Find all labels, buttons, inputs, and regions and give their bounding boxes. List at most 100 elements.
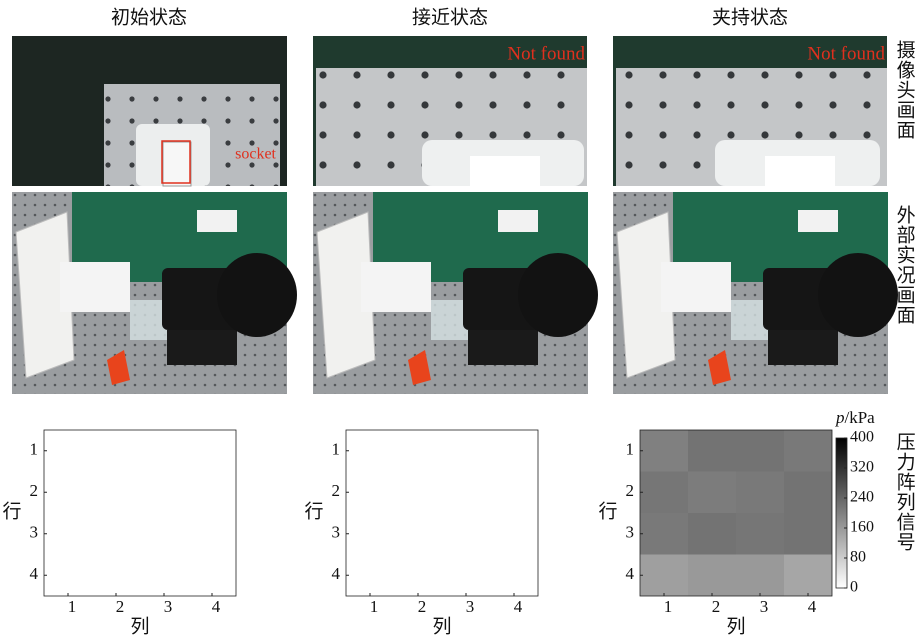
heatmap-cell	[188, 472, 236, 514]
heatmap-cell	[140, 513, 188, 555]
heatmap-cell	[640, 430, 688, 472]
colorbar-tick-label: 320	[850, 459, 874, 476]
heatmap-cell	[736, 472, 784, 514]
heatmap-cell	[92, 513, 140, 555]
heatmap-cell	[442, 555, 490, 597]
heatmap-cell	[442, 513, 490, 555]
y-tick-label: 2	[30, 481, 39, 500]
y-tick-label: 1	[626, 440, 635, 459]
x-axis-label: 列	[726, 615, 745, 637]
colorbar	[836, 438, 847, 588]
x-tick-label: 4	[514, 597, 523, 616]
colorbar-symbol: p	[835, 408, 845, 427]
camera-photo-1	[12, 36, 287, 186]
heatmap-cell	[736, 430, 784, 472]
y-tick-label: 2	[626, 481, 635, 500]
heatmap-cell	[490, 513, 538, 555]
colorbar-tick-label: 160	[850, 519, 874, 536]
colorbar-label: p/kPa	[835, 408, 875, 427]
annotation: Not found	[807, 43, 885, 64]
heatmap-cell	[188, 555, 236, 597]
motor	[818, 253, 898, 337]
y-tick-label: 3	[332, 523, 341, 542]
heatmap-cell	[688, 430, 736, 472]
heatmap-cell	[44, 555, 92, 597]
heatmap-cell	[784, 472, 832, 514]
row-label: 外部实况画面	[894, 205, 916, 325]
y-tick-label: 2	[332, 481, 341, 500]
colorbar-unit: /kPa	[845, 408, 876, 427]
heatmap-cell	[736, 555, 784, 597]
heatmap-cell	[394, 430, 442, 472]
y-axis-label: 行	[598, 500, 617, 522]
colorbar-tick-label: 400	[850, 429, 874, 446]
motor	[518, 253, 598, 337]
column-title: 接近状态	[412, 6, 488, 28]
heatmap-cell	[490, 430, 538, 472]
heatmap-cell	[346, 513, 394, 555]
x-tick-label: 2	[418, 597, 427, 616]
heatmap-cell	[736, 513, 784, 555]
y-tick-label: 3	[626, 523, 635, 542]
socket	[60, 262, 130, 312]
x-axis-label: 列	[432, 615, 451, 637]
y-axis-label: 行	[2, 500, 21, 522]
y-tick-label: 3	[30, 523, 39, 542]
heatmap-cell	[346, 430, 394, 472]
x-tick-label: 3	[760, 597, 769, 616]
heatmap-cell	[188, 513, 236, 555]
y-tick-label: 4	[626, 564, 635, 583]
heatmap-cell	[92, 430, 140, 472]
x-tick-label: 3	[466, 597, 475, 616]
heatmap-cell	[346, 555, 394, 597]
heatmap-cell	[640, 555, 688, 597]
heatmap-cell	[92, 472, 140, 514]
heatmap-cell	[442, 430, 490, 472]
page: 初始状态接近状态夹持状态socketNot foundNot found摄像头画…	[0, 0, 917, 637]
socket	[361, 262, 431, 312]
heatmap-cell	[640, 472, 688, 514]
y-axis-label: 行	[304, 500, 323, 522]
motor	[217, 253, 297, 337]
heatmap-cell	[394, 513, 442, 555]
x-tick-label: 1	[68, 597, 77, 616]
x-tick-label: 2	[712, 597, 721, 616]
external-photos	[12, 192, 898, 394]
x-tick-label: 4	[808, 597, 817, 616]
heatmap-cell	[688, 555, 736, 597]
heatmap-cell	[44, 430, 92, 472]
sensor	[498, 210, 538, 232]
heatmap-cell	[490, 472, 538, 514]
heatmap-cell	[490, 555, 538, 597]
x-tick-label: 3	[164, 597, 173, 616]
row-label: 压力阵列信号	[894, 432, 916, 552]
heatmap-cell	[394, 472, 442, 514]
x-tick-label: 1	[370, 597, 379, 616]
annotation: socket	[235, 146, 276, 163]
x-tick-label: 1	[664, 597, 673, 616]
annotation: Not found	[507, 43, 585, 64]
colorbar-tick-label: 240	[850, 489, 874, 506]
row-label: 摄像头画面	[894, 40, 916, 140]
gripper-base	[768, 330, 838, 365]
heatmap-cell	[442, 472, 490, 514]
heatmap-cell	[92, 555, 140, 597]
heatmap-cell	[784, 555, 832, 597]
heatmap-cell	[44, 472, 92, 514]
heatmap-cell	[140, 555, 188, 597]
sensor	[798, 210, 838, 232]
gripper-base	[468, 330, 538, 365]
colorbar-tick-label: 0	[850, 579, 858, 596]
heatmap-cell	[188, 430, 236, 472]
x-tick-label: 4	[212, 597, 221, 616]
heatmap-cell	[784, 430, 832, 472]
heatmap-cell	[140, 430, 188, 472]
socket	[661, 262, 731, 312]
colorbar-tick-label: 80	[850, 549, 866, 566]
x-axis-label: 列	[130, 615, 149, 637]
figure: 初始状态接近状态夹持状态socketNot foundNot found摄像头画…	[0, 0, 917, 637]
column-title: 夹持状态	[712, 6, 788, 28]
sensor	[197, 210, 237, 232]
heatmap-cell	[688, 472, 736, 514]
heatmap-cell	[140, 472, 188, 514]
